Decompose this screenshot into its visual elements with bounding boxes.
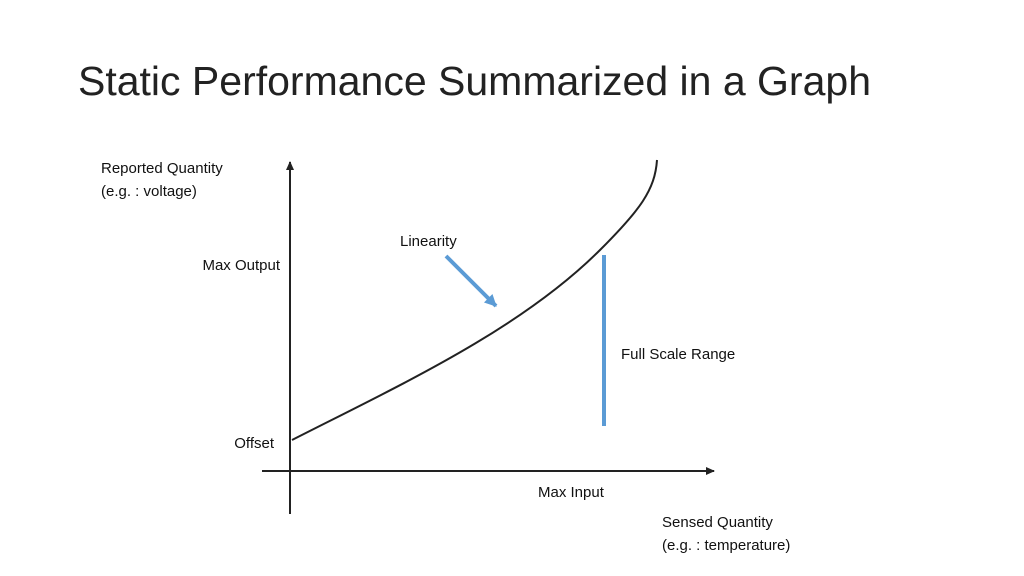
full-scale-range-label: Full Scale Range (621, 346, 736, 363)
max-output-label: Max Output (202, 257, 280, 274)
slide-title: Static Performance Summarized in a Graph (78, 58, 871, 104)
max-input-label: Max Input (538, 484, 604, 501)
linearity-arrow (444, 254, 498, 308)
response-curve (291, 159, 658, 441)
y-axis-label-line2: (e.g. : voltage) (101, 183, 197, 200)
x-axis-label-line2: (e.g. : temperature) (662, 537, 791, 554)
y-axis-label-line1: Reported Quantity (101, 160, 223, 177)
x-axis-label: Sensed Quantity (e.g. : temperature) (662, 511, 790, 557)
y-axis-label: Reported Quantity (e.g. : voltage) (101, 157, 223, 203)
linearity-label: Linearity (400, 233, 457, 250)
x-axis-label-line1: Sensed Quantity (662, 514, 773, 531)
offset-label: Offset (234, 435, 274, 452)
